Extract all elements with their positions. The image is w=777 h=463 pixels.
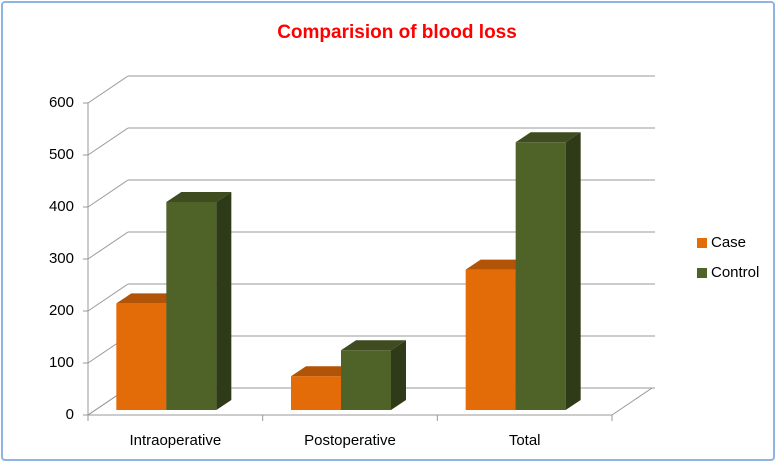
grid-line: [87, 231, 129, 260]
y-tick-label: 400: [49, 198, 74, 215]
bar: [515, 132, 581, 410]
bar: [341, 340, 406, 410]
bar-top: [515, 132, 581, 143]
bar-side: [216, 192, 232, 410]
bar-top: [465, 259, 531, 270]
bar: [166, 192, 232, 410]
bar-front: [341, 350, 391, 410]
y-tick-label: 100: [49, 354, 74, 371]
legend-label: Case: [711, 234, 746, 251]
legend-label: Control: [711, 264, 759, 281]
legend-swatch: [697, 268, 707, 278]
grid-line: [87, 179, 129, 208]
bar-top: [341, 340, 406, 351]
legend-swatch: [697, 238, 707, 248]
bar-front: [465, 269, 516, 410]
bar-top: [166, 192, 232, 202]
x-tick-label: Total: [509, 432, 541, 449]
bar-top: [291, 366, 356, 377]
bar-front: [515, 142, 566, 410]
bar-side: [391, 340, 406, 410]
grid-line: [87, 283, 129, 312]
bar-front: [166, 202, 217, 410]
x-tick-label: Postoperative: [304, 432, 396, 449]
y-tick-label: 600: [49, 94, 74, 111]
bar-front: [116, 303, 167, 410]
x-tick-label: Intraoperative: [129, 432, 221, 449]
bar-side: [565, 132, 581, 410]
y-tick-label: 300: [49, 250, 74, 267]
bar-top: [116, 293, 182, 304]
y-tick-label: 500: [49, 146, 74, 163]
bar-front: [291, 376, 341, 410]
y-tick-label: 0: [66, 406, 74, 423]
grid-line: [87, 75, 129, 104]
y-tick-label: 200: [49, 302, 74, 319]
grid-line: [87, 127, 129, 156]
chart-title: Comparision of blood loss: [277, 22, 517, 43]
